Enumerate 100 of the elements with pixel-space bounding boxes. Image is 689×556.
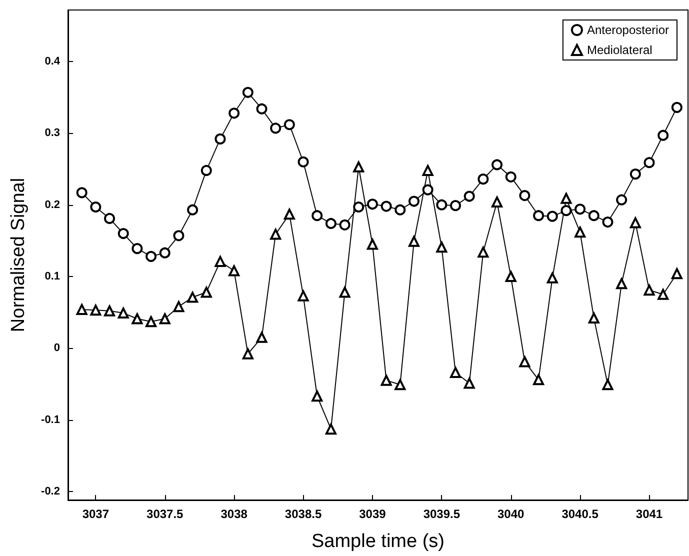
y-tick-label: 0.3 <box>44 127 60 140</box>
point <box>436 199 448 210</box>
point <box>132 243 143 254</box>
point <box>159 313 170 324</box>
point <box>478 174 489 185</box>
point <box>366 238 378 250</box>
point <box>450 366 461 378</box>
point <box>366 198 378 210</box>
point <box>284 119 295 130</box>
point <box>228 108 240 119</box>
point <box>478 246 489 258</box>
point <box>298 290 309 302</box>
point <box>560 192 572 204</box>
point <box>242 86 254 98</box>
point <box>270 228 282 240</box>
point <box>671 102 682 113</box>
point <box>173 230 184 242</box>
point <box>519 190 530 202</box>
point <box>408 236 420 247</box>
point <box>450 200 461 212</box>
point <box>118 228 129 240</box>
x-tick-label: 3039 <box>359 507 386 521</box>
point <box>394 204 406 216</box>
point <box>146 316 157 328</box>
point <box>602 216 614 228</box>
point <box>325 218 336 229</box>
point <box>104 212 116 224</box>
y-tick-label: 0.1 <box>44 270 60 282</box>
point <box>533 374 544 386</box>
point <box>574 204 586 215</box>
point <box>173 301 184 312</box>
point <box>256 332 268 343</box>
point <box>574 226 586 238</box>
x-tick-label: 3038.5 <box>284 507 322 521</box>
y-axis-title: Normalised Signal <box>8 178 29 332</box>
x-tick-label: 3037 <box>82 507 110 521</box>
point <box>644 284 655 296</box>
point <box>644 157 655 168</box>
point <box>312 210 323 222</box>
y-tick-label: 0 <box>54 342 60 354</box>
y-tick-label: 0.2 <box>44 198 60 211</box>
point <box>560 205 572 216</box>
point <box>546 272 558 284</box>
point <box>90 304 102 316</box>
point <box>464 378 475 389</box>
x-tick-label: 3040 <box>498 507 525 521</box>
point <box>630 217 641 228</box>
point <box>380 200 392 212</box>
point <box>588 210 600 222</box>
point <box>616 194 628 206</box>
point <box>200 286 212 298</box>
point <box>394 379 406 390</box>
point <box>339 286 350 298</box>
point <box>464 190 475 202</box>
point <box>353 161 364 172</box>
point <box>616 278 628 290</box>
point <box>159 247 170 258</box>
point <box>422 164 434 176</box>
point <box>533 210 544 222</box>
legend-label: Anteroposterior <box>586 23 670 37</box>
point <box>492 159 503 170</box>
point <box>200 164 212 176</box>
point <box>146 250 157 262</box>
point <box>214 133 226 144</box>
x-tick-label: 3039.5 <box>423 507 460 521</box>
point <box>256 103 268 114</box>
point <box>546 210 558 222</box>
x-tick-label: 3037.5 <box>146 507 184 521</box>
point <box>422 184 434 196</box>
point <box>132 313 143 324</box>
point <box>658 130 669 141</box>
x-tick-label: 3038 <box>220 507 248 521</box>
y-tick-label: -0.2 <box>41 485 60 498</box>
legend-label: Mediolateral <box>586 43 652 57</box>
point <box>298 156 309 168</box>
y-tick-label: -0.1 <box>41 414 60 426</box>
point <box>118 308 129 319</box>
point <box>380 374 392 386</box>
point <box>270 122 282 134</box>
point <box>658 288 669 300</box>
point <box>312 390 323 402</box>
point <box>588 312 600 324</box>
point <box>505 270 516 282</box>
y-tick-label: 0.4 <box>44 56 61 68</box>
x-tick-label: 3041 <box>636 507 663 521</box>
point <box>436 242 448 253</box>
point <box>671 268 682 280</box>
point <box>76 187 88 198</box>
point <box>602 379 614 390</box>
point <box>104 305 116 316</box>
point <box>492 196 503 208</box>
x-axis-title: Sample time (s) <box>311 531 445 552</box>
point <box>519 356 530 368</box>
point <box>242 348 254 360</box>
point <box>353 202 364 212</box>
point <box>408 196 420 207</box>
x-tick-label: 3040.5 <box>562 507 599 521</box>
point <box>90 202 102 212</box>
point <box>228 265 240 276</box>
point <box>214 256 226 267</box>
